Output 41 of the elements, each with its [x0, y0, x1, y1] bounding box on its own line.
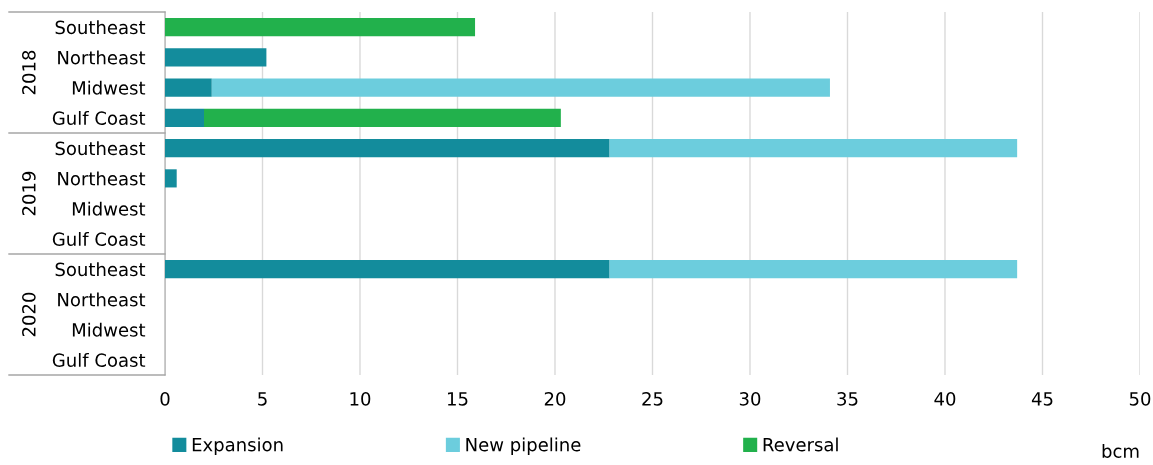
bar — [165, 48, 267, 67]
x-tick-label: 30 — [739, 391, 761, 406]
x-tick-label: 20 — [544, 391, 566, 406]
x-tick-label: 40 — [934, 391, 956, 406]
y-tick-label: Northeast — [58, 171, 146, 186]
y-tick-label: Northeast — [58, 292, 146, 307]
y-tick-label: Southeast — [55, 20, 146, 35]
x-tick-label: 25 — [642, 391, 663, 406]
bar — [165, 139, 610, 158]
y-tick-label: Gulf Coast — [52, 232, 146, 246]
bar — [204, 108, 561, 127]
text: 2018 — [22, 50, 36, 95]
x-tick-label: 0 — [160, 391, 170, 406]
text: 2019 — [22, 171, 36, 216]
bar — [165, 18, 476, 37]
legend-label: Reversal — [763, 437, 838, 452]
bar — [165, 78, 212, 97]
x-tick-label: 15 — [448, 392, 468, 406]
x-tick-label: 50 — [1129, 391, 1151, 406]
x-tick-label: 45 — [1031, 392, 1053, 406]
bar — [609, 139, 1018, 158]
y-tick-label: Southeast — [55, 141, 146, 156]
y-tick-label: Midwest — [72, 201, 146, 216]
bar — [165, 169, 177, 188]
y-tick-label: Midwest — [72, 322, 146, 337]
bar — [211, 78, 830, 97]
y-tick-label: Midwest — [72, 80, 146, 95]
x-tick-label: 10 — [350, 391, 371, 406]
bar — [165, 260, 610, 279]
legend-label: Expansion — [192, 437, 283, 455]
bar — [609, 260, 1018, 279]
legend-label: New pipeline — [466, 437, 581, 455]
x-tick-label: 35 — [837, 391, 858, 406]
y-tick-label: Northeast — [58, 50, 146, 65]
y-tick-label: Gulf Coast — [52, 111, 146, 125]
x-axis-title: bcm — [1102, 443, 1139, 458]
text: 2020 — [22, 292, 36, 337]
bar — [165, 108, 204, 127]
y-tick-label: Gulf Coast — [52, 353, 146, 367]
y-tick-label: Southeast — [55, 262, 146, 277]
x-tick-label: 5 — [258, 392, 267, 406]
